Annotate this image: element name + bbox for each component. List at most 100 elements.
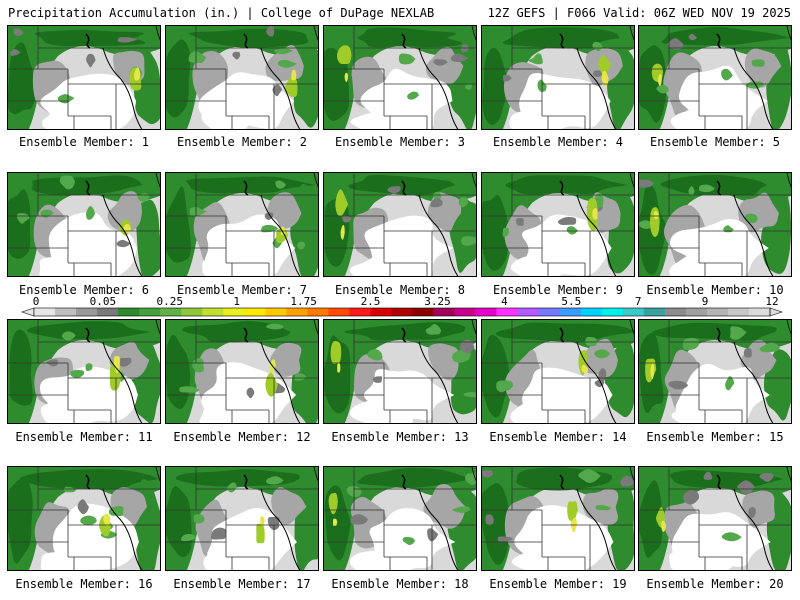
coastline: [471, 173, 476, 188]
precip-map: [166, 26, 318, 129]
precip-cell: [463, 391, 476, 398]
ensemble-member-panel: [7, 466, 161, 571]
lake-shore: [716, 33, 722, 49]
precip-cell: [402, 536, 415, 546]
precip-cell: [70, 370, 85, 379]
state-boundaries: [8, 26, 160, 129]
coastline: [471, 26, 476, 41]
precip-field-north-band: [27, 321, 151, 340]
precip-field-west-core: [482, 47, 509, 125]
precip-map: [324, 26, 476, 129]
ensemble-member-panel: [638, 466, 792, 571]
precip-map: [324, 173, 476, 276]
precip-map: [639, 26, 791, 129]
ensemble-member-caption: Ensemble Member: 18: [331, 577, 469, 591]
precip-cell: [188, 51, 207, 64]
precip-cell: [721, 532, 742, 542]
dry-area: [349, 400, 413, 423]
precip-map: [639, 467, 791, 570]
state-boundaries: [482, 173, 634, 276]
ensemble-member-caption: Ensemble Member: 16: [15, 577, 153, 591]
precip-cell: [407, 91, 419, 100]
ensemble-member-panel: [481, 466, 635, 571]
state-boundaries: [482, 26, 634, 129]
precip-cell: [759, 342, 780, 353]
precip-cell: [759, 472, 774, 482]
precip-field-west-core: [9, 329, 33, 406]
heavy-precip-core: [661, 520, 667, 532]
ensemble-member-caption: Ensemble Member: 13: [331, 430, 469, 444]
ensemble-member-caption: Ensemble Member: 7: [176, 283, 308, 297]
precip-field-north-band: [186, 176, 316, 194]
precip-cell: [459, 339, 475, 354]
precip-cell: [266, 323, 284, 330]
precip-cell: [86, 53, 96, 68]
coastline: [471, 320, 476, 335]
precip-map: [324, 320, 476, 423]
colorbar-label: 0: [33, 296, 40, 308]
heavy-precip-core: [657, 73, 662, 87]
colorbar-swatch: [349, 308, 371, 316]
heavy-precip-cell: [328, 492, 338, 515]
dry-area: [203, 551, 253, 570]
coastline: [313, 173, 318, 188]
colorbar-swatch: [496, 308, 518, 316]
precip-cell: [116, 239, 131, 248]
colorbar-swatch: [55, 308, 77, 316]
river: [102, 341, 143, 423]
colorbar-swatch: [181, 308, 203, 316]
precip-map: [482, 26, 634, 129]
precip-cell: [502, 227, 509, 237]
lake-shore: [401, 327, 407, 343]
lake-shore: [716, 474, 722, 490]
dry-area: [669, 549, 736, 570]
precip-cell: [737, 480, 755, 495]
state-boundaries: [324, 173, 476, 276]
dry-area: [202, 255, 261, 276]
precip-field-north-band: [669, 470, 784, 489]
colorbar-swatch: [286, 308, 308, 316]
heavy-precip-core: [653, 210, 659, 220]
coastline: [786, 320, 791, 335]
lake-shore: [559, 180, 565, 196]
precip-cell: [266, 26, 275, 37]
precip-field-north-band: [181, 321, 291, 343]
precip-field-west-core: [482, 195, 509, 271]
precip-cell: [751, 59, 765, 67]
heavy-precip-core: [260, 516, 265, 526]
lake-shore: [401, 474, 407, 490]
lake-shore: [85, 33, 91, 49]
coastline: [471, 467, 476, 482]
precip-field-west-core: [166, 186, 191, 263]
precip-cell: [683, 490, 699, 505]
precip-cell: [595, 505, 612, 511]
state-boundaries: [166, 173, 318, 276]
precip-field-gray: [269, 342, 302, 377]
precip-cell: [179, 386, 200, 393]
state-boundaries: [8, 173, 160, 276]
precip-map: [639, 173, 791, 276]
coastline: [313, 26, 318, 41]
river: [260, 341, 301, 423]
colorbar-swatch: [370, 308, 392, 316]
precip-cell: [667, 38, 684, 50]
dry-area: [510, 253, 575, 276]
state-boundaries: [166, 320, 318, 423]
precip-field-west-core: [482, 334, 510, 418]
precip-cell: [425, 323, 442, 335]
heavy-precip-core: [344, 72, 348, 83]
precip-map: [8, 173, 160, 276]
colorbar-label: 0.25: [157, 296, 184, 308]
lake-shore: [716, 180, 722, 196]
precip-cell: [193, 514, 205, 524]
precip-cell: [688, 186, 695, 195]
dry-area: [349, 547, 412, 570]
colorbar-swatch: [559, 308, 582, 316]
precip-map: [8, 467, 160, 570]
state-boundaries: [324, 467, 476, 570]
precip-field-north-band: [188, 28, 309, 49]
precip-field-north-band: [357, 27, 463, 48]
state-boundaries: [166, 467, 318, 570]
ensemble-member-caption: Ensemble Member: 17: [173, 577, 311, 591]
precip-cell: [743, 348, 752, 358]
